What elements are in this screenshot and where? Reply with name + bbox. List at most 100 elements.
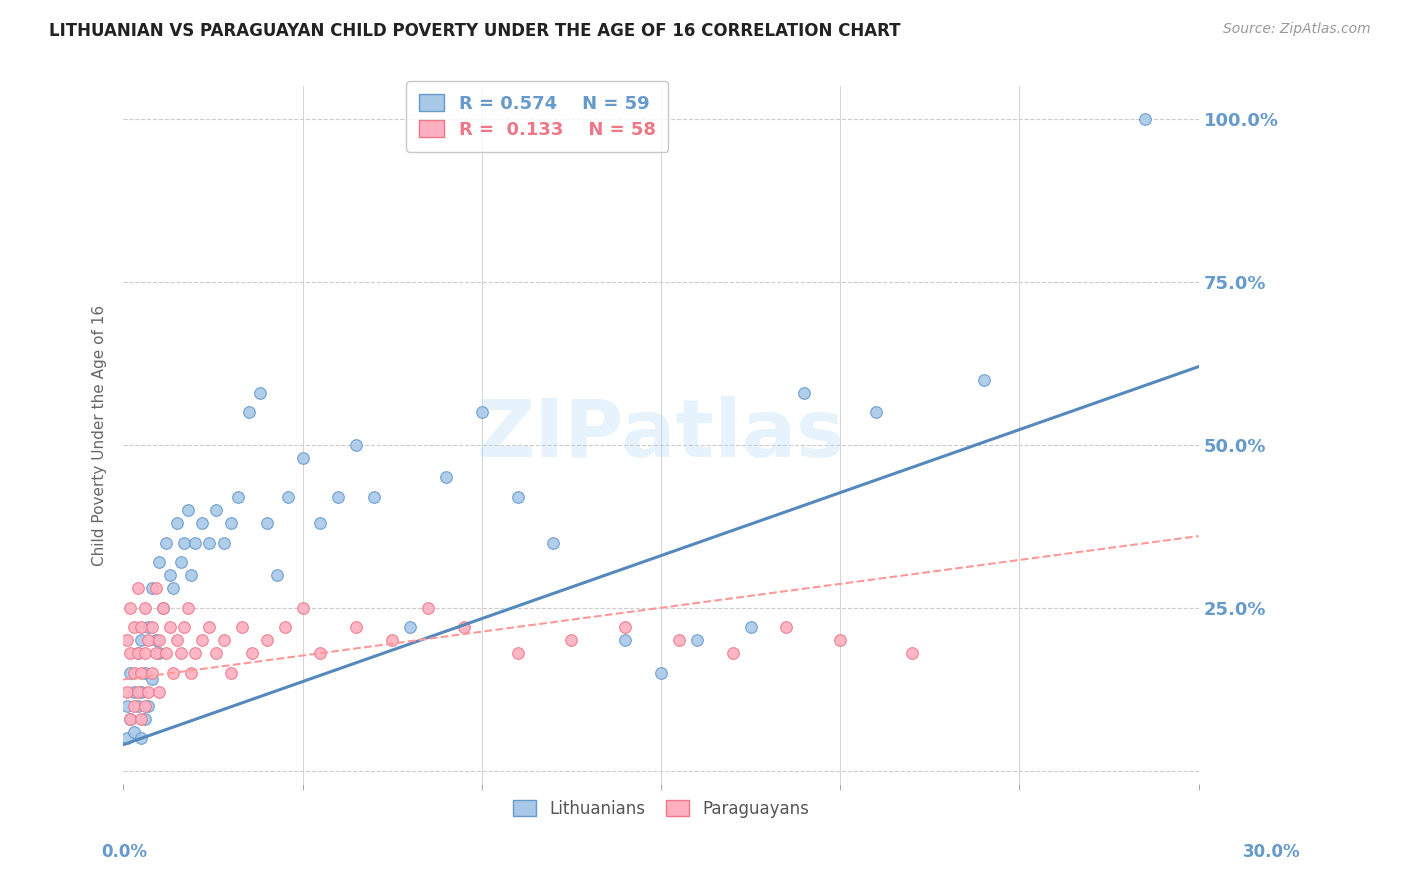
Point [141,620,163,634]
Point [122,685,145,699]
Point [180,665,202,680]
Point [166,516,188,530]
Point [134,665,156,680]
Point [191,633,214,648]
Point [506,490,529,504]
Point [141,665,163,680]
Point [973,373,995,387]
Point [614,620,637,634]
Point [127,646,149,660]
Point [226,490,249,504]
Point [162,665,184,680]
Point [793,385,815,400]
Point [148,685,170,699]
Point [184,646,207,660]
Point [173,620,195,634]
Point [277,490,299,504]
Point [120,712,142,726]
Point [256,516,278,530]
Point [381,633,404,648]
Point [291,450,314,465]
Point [240,646,263,660]
Point [127,685,149,699]
Point [721,646,744,660]
Point [145,646,167,660]
Point [127,581,149,595]
Point [115,698,138,713]
Point [166,633,188,648]
Point [120,646,142,660]
Point [145,633,167,648]
Point [212,535,235,549]
Point [231,620,253,634]
Point [291,600,314,615]
Point [134,646,156,660]
Point [129,620,152,634]
Point [122,665,145,680]
Point [212,633,235,648]
Point [453,620,475,634]
Point [1133,112,1156,126]
Point [775,620,797,634]
Point [122,724,145,739]
Point [173,535,195,549]
Point [198,535,221,549]
Point [273,620,295,634]
Point [184,535,207,549]
Point [180,568,202,582]
Point [129,731,152,745]
Point [148,633,170,648]
Point [120,712,142,726]
Point [686,633,709,648]
Point [865,405,887,419]
Point [134,698,156,713]
Point [238,405,260,419]
Point [650,665,672,680]
Legend: Lithuanians, Paraguayans: Lithuanians, Paraguayans [506,793,815,824]
Point [120,600,142,615]
Point [115,731,138,745]
Point [138,633,160,648]
Point [191,516,214,530]
Point [471,405,494,419]
Point [309,516,332,530]
Point [122,698,145,713]
Point [152,600,174,615]
Point [129,685,152,699]
Point [266,568,288,582]
Point [434,470,457,484]
Text: 30.0%: 30.0% [1243,843,1301,861]
Point [740,620,762,634]
Point [148,646,170,660]
Point [169,555,191,569]
Point [122,620,145,634]
Point [198,620,221,634]
Point [205,646,228,660]
Point [152,600,174,615]
Point [115,685,138,699]
Point [155,646,177,660]
Text: Source: ZipAtlas.com: Source: ZipAtlas.com [1223,22,1371,37]
Text: ZIPatlas: ZIPatlas [477,396,845,474]
Point [177,503,200,517]
Point [219,665,242,680]
Point [138,620,160,634]
Point [115,633,138,648]
Point [129,665,152,680]
Point [256,633,278,648]
Point [129,633,152,648]
Point [127,698,149,713]
Point [506,646,529,660]
Point [155,535,177,549]
Point [205,503,228,517]
Point [416,600,439,615]
Point [543,535,565,549]
Point [169,646,191,660]
Point [177,600,200,615]
Text: 0.0%: 0.0% [101,843,148,861]
Point [328,490,350,504]
Point [138,698,160,713]
Point [120,665,142,680]
Point [148,555,170,569]
Point [141,673,163,687]
